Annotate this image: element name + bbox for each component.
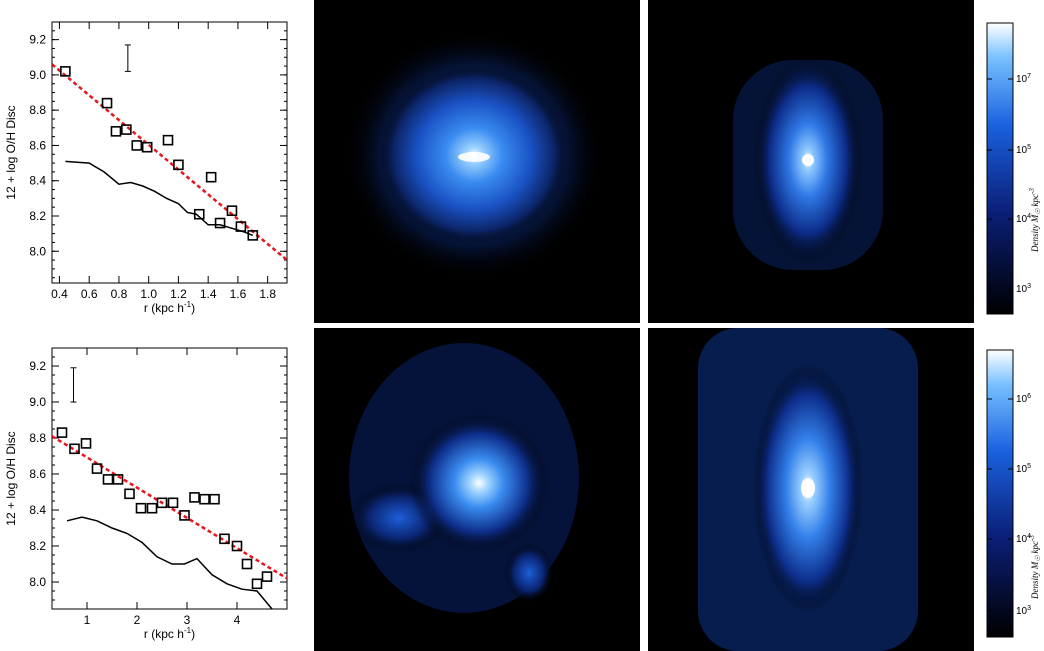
colorbar-tick-label: 105 — [1016, 144, 1031, 156]
data-point — [219, 533, 230, 545]
data-point — [102, 474, 114, 485]
y-tick-label: 9.0 — [29, 68, 46, 82]
x-tick-label: 3 — [184, 613, 191, 627]
data-point — [110, 126, 122, 137]
data-point — [189, 492, 200, 503]
colorbar-gradient — [986, 22, 1014, 315]
plot-frame — [51, 21, 288, 284]
colorbar-tick-label: 103 — [1016, 283, 1031, 295]
data-point — [162, 134, 174, 146]
data-point — [112, 474, 124, 485]
y-tick-label: 9.0 — [29, 395, 46, 409]
x-tick-label: 1.2 — [170, 287, 187, 301]
colorbar-tick-label: 104 — [1016, 213, 1031, 225]
colorbar-bottom: 106 105 104 103 Density M☉kpc-3 — [986, 349, 1042, 638]
x-tick-label: 2 — [134, 613, 141, 627]
satellite-lower — [504, 543, 554, 603]
data-point — [214, 217, 226, 229]
galaxy-core — [801, 478, 815, 498]
data-point — [141, 141, 153, 153]
y-tick-label: 9.2 — [29, 359, 46, 373]
x-tick-label: 1.0 — [140, 287, 157, 301]
y-tick-label: 8.6 — [29, 467, 46, 481]
data-point — [69, 443, 80, 455]
x-tick-label: 1.6 — [230, 287, 247, 301]
data-point — [146, 502, 158, 514]
data-point — [205, 171, 217, 183]
galaxy-core — [802, 154, 814, 166]
x-tick-label: 0.6 — [81, 287, 98, 301]
data-point — [261, 571, 273, 582]
colorbar-tick-label: 104 — [1016, 533, 1031, 545]
data-point — [173, 159, 184, 171]
data-point — [199, 493, 210, 505]
density-map-top-face-on — [314, 0, 640, 323]
y-tick-label: 9.2 — [29, 33, 46, 47]
fit-line — [52, 435, 287, 580]
data-point — [167, 497, 179, 509]
colorbar-top: 107 105 104 103 Density M☉kpc-3 — [986, 22, 1042, 315]
x-axis-title: r (kpc h-1) — [144, 626, 195, 641]
data-point — [235, 221, 247, 232]
data-point — [124, 488, 135, 500]
data-point — [209, 493, 220, 505]
galaxy-disc — [409, 413, 549, 553]
x-tick-label: 4 — [234, 613, 241, 627]
y-tick-label: 8.8 — [29, 103, 46, 117]
data-point — [121, 124, 132, 135]
density-map-bottom-face-on — [314, 328, 640, 651]
data-point — [101, 97, 113, 109]
y-tick-label: 8.8 — [29, 431, 46, 445]
fit-line — [52, 63, 287, 262]
data-point — [241, 558, 253, 570]
colorbar-label: Density M☉kpc-3 — [1028, 188, 1042, 253]
x-tick-label: 0.4 — [51, 287, 68, 301]
x-tick-label: 1 — [84, 613, 91, 627]
y-tick-label: 8.2 — [29, 209, 46, 223]
plot-frame — [51, 347, 288, 610]
colorbar-tick-label: 106 — [1016, 393, 1031, 405]
colorbar-tick-label: 105 — [1016, 463, 1031, 475]
x-tick-label: 1.8 — [259, 287, 276, 301]
metallicity-plot-top: 0.4 0.6 0.8 1.0 1.2 1.4 1.6 1.8 8.0 8.2 8.4 8.6 8.8 9… — [4, 21, 288, 315]
data-point — [91, 463, 103, 474]
model-line — [65, 160, 254, 237]
data-point — [56, 427, 68, 438]
x-tick-label: 0.8 — [111, 287, 128, 301]
data-point — [80, 438, 92, 449]
density-map-top-edge-on — [648, 0, 974, 323]
data-point — [226, 205, 238, 216]
data-point — [251, 578, 263, 590]
model-line — [66, 516, 273, 609]
data-point — [135, 502, 147, 514]
data-point — [60, 66, 71, 77]
y-tick-label: 8.4 — [29, 174, 46, 188]
metallicity-plot-bottom: 1 2 3 4 8.0 8.2 8.4 8.6 8.8 9.0 9.2 r (kpc h-1) 12 +… — [4, 347, 288, 641]
y-tick-label: 8.0 — [29, 575, 46, 589]
y-tick-label: 8.0 — [29, 244, 46, 258]
plot-area — [52, 44, 287, 262]
colorbar-tick-label: 107 — [1016, 73, 1031, 85]
x-axis-title: r (kpc h-1) — [144, 300, 195, 315]
data-point — [131, 140, 143, 151]
y-tick-label: 8.6 — [29, 138, 46, 152]
plot-area — [52, 367, 287, 609]
data-point — [247, 230, 259, 241]
y-axis-title: 12 + log O/H Disc — [4, 105, 18, 199]
data-point — [231, 540, 243, 552]
colorbar-label: Density M☉kpc-3 — [1028, 535, 1042, 600]
y-tick-label: 8.2 — [29, 539, 46, 553]
y-axis-title: 12 + log O/H Disc — [4, 431, 18, 525]
colorbar-gradient — [986, 349, 1014, 638]
data-point — [179, 510, 190, 521]
data-point — [193, 208, 205, 220]
colorbar-tick-label: 103 — [1016, 605, 1031, 617]
galaxy-core — [458, 152, 490, 162]
x-tick-label: 1.4 — [200, 287, 217, 301]
density-map-bottom-edge-on — [648, 328, 974, 651]
y-tick-label: 8.4 — [29, 503, 46, 517]
data-point — [156, 497, 168, 509]
